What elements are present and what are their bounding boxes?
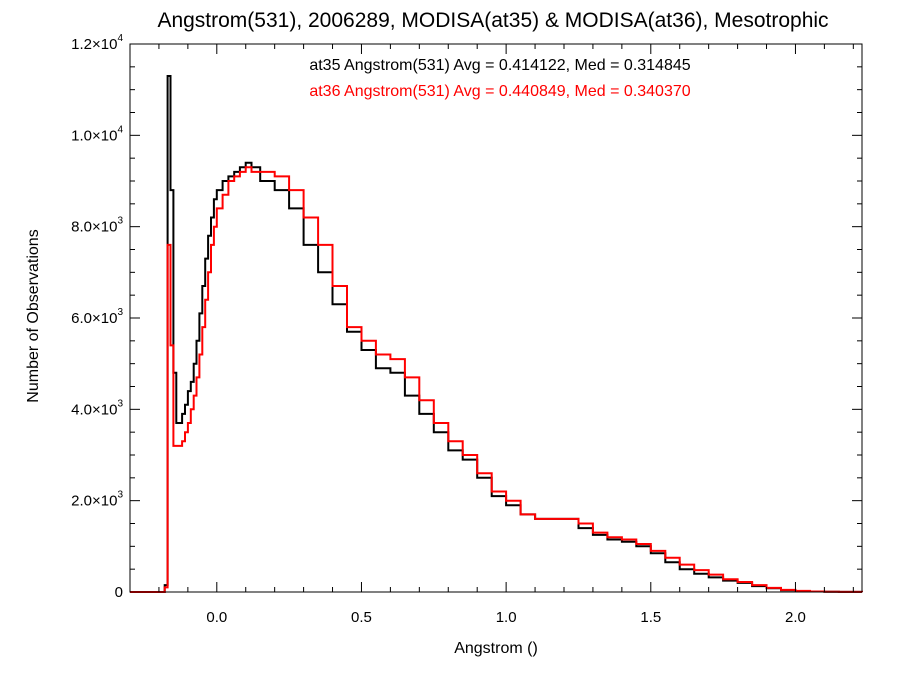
annotation-at36: at36 Angstrom(531) Avg = 0.440849, Med =… [309,83,690,100]
y-tick-label: 0 [115,584,123,601]
y-tick-label: 6.0×103 [71,307,123,327]
chart-title: Angstrom(531), 2006289, MODISA(at35) & M… [157,9,828,32]
y-tick-label: 1.0×104 [71,124,123,144]
y-tick-label: 4.0×103 [71,398,123,418]
x-tick-label: 0.5 [351,609,372,626]
x-tick-label: 0.0 [206,609,227,626]
series-layer [130,75,863,593]
annotation-at35: at35 Angstrom(531) Avg = 0.414122, Med =… [309,57,690,74]
x-tick-label: 2.0 [785,609,806,626]
axes-layer: 0.0 0.5 1.0 1.5 2.0 0 2.0×103 4.0×103 6.0×103 8.0… [71,33,862,626]
series-line-at36 [130,166,863,593]
y-tick-label: 1.2×104 [71,33,123,53]
y-tick-label: 8.0×103 [71,216,123,236]
x-tick-label: 1.0 [496,609,517,626]
x-tick-label: 1.5 [640,609,661,626]
y-axis-label: Number of Observations [25,229,42,402]
x-axis-label: Angstrom () [454,640,538,657]
y-tick-label: 2.0×103 [71,490,123,510]
